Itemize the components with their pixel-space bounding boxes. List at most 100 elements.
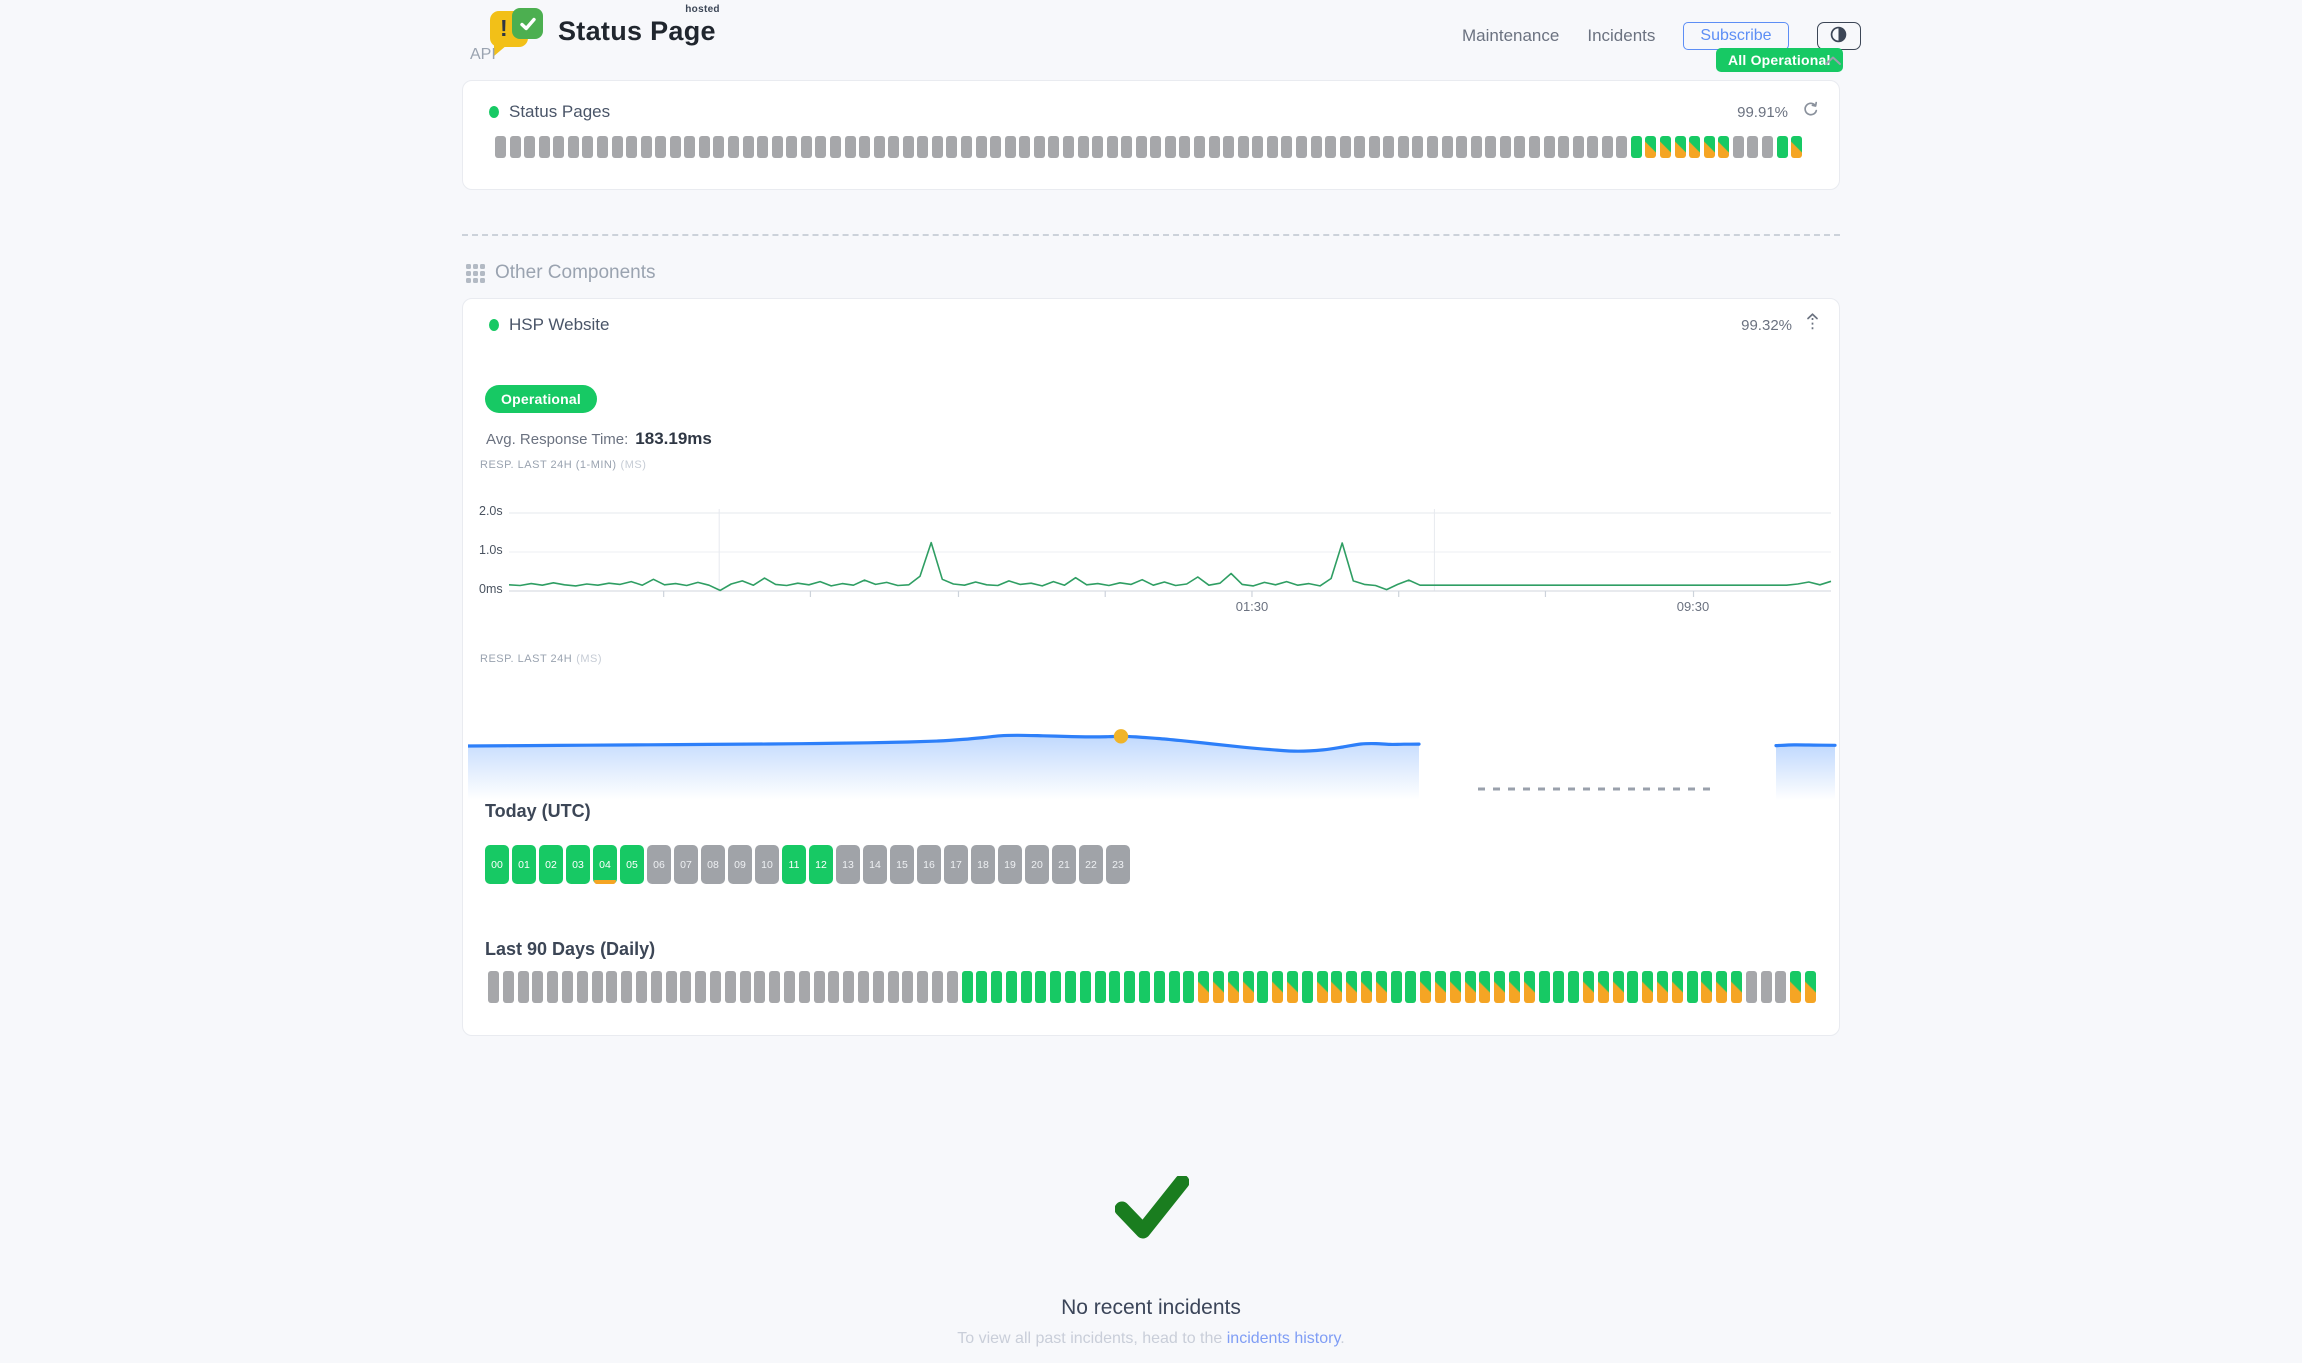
hour-cell[interactable]: 10 (755, 845, 779, 884)
uptime-bar[interactable] (961, 971, 973, 1003)
hour-cell[interactable]: 19 (998, 845, 1022, 884)
uptime-bar[interactable] (1730, 971, 1742, 1003)
uptime-bar[interactable] (1106, 136, 1118, 158)
uptime-bar[interactable] (1716, 971, 1728, 1003)
uptime-bar[interactable] (917, 971, 929, 1003)
uptime-bar[interactable] (1079, 971, 1091, 1003)
hour-cell[interactable]: 08 (701, 845, 725, 884)
uptime-bar[interactable] (975, 136, 987, 158)
uptime-bar[interactable] (1494, 971, 1506, 1003)
uptime-bar[interactable] (1266, 136, 1278, 158)
uptime-bar[interactable] (946, 971, 958, 1003)
uptime-bar[interactable] (655, 136, 667, 158)
uptime-bar[interactable] (1252, 136, 1264, 158)
uptime-bar[interactable] (1597, 971, 1609, 1003)
subscribe-button[interactable]: Subscribe (1683, 22, 1789, 50)
uptime-bar[interactable] (495, 136, 506, 158)
uptime-bar[interactable] (611, 136, 623, 158)
uptime-bar[interactable] (1033, 136, 1045, 158)
uptime-bar[interactable] (684, 136, 696, 158)
uptime-bar[interactable] (1775, 971, 1787, 1003)
uptime-bar[interactable] (713, 136, 725, 158)
uptime-bar[interactable] (567, 136, 579, 158)
uptime-bar[interactable] (1094, 971, 1106, 1003)
uptime-bar[interactable] (1257, 971, 1269, 1003)
uptime-bar[interactable] (1674, 136, 1686, 158)
uptime-bar[interactable] (1420, 971, 1432, 1003)
uptime-bar[interactable] (665, 971, 677, 1003)
uptime-bar[interactable] (553, 136, 565, 158)
uptime-bar[interactable] (1747, 136, 1759, 158)
uptime-bar[interactable] (1281, 136, 1293, 158)
hour-cell[interactable]: 11 (782, 845, 806, 884)
uptime-bar[interactable] (1062, 136, 1074, 158)
uptime-bar[interactable] (1538, 971, 1550, 1003)
uptime-bar[interactable] (1150, 136, 1162, 158)
uptime-bar[interactable] (1223, 136, 1235, 158)
uptime-bar[interactable] (1612, 971, 1624, 1003)
uptime-bar[interactable] (1310, 136, 1322, 158)
uptime-bar[interactable] (517, 971, 529, 1003)
uptime-bar[interactable] (917, 136, 929, 158)
uptime-bar[interactable] (859, 136, 871, 158)
uptime-bar[interactable] (1543, 136, 1555, 158)
hour-cell[interactable]: 16 (917, 845, 941, 884)
uptime-bar[interactable] (1479, 971, 1491, 1003)
uptime-bar[interactable] (857, 971, 869, 1003)
uptime-bar[interactable] (783, 971, 795, 1003)
uptime-bar[interactable] (1237, 136, 1249, 158)
uptime-bar[interactable] (828, 971, 840, 1003)
uptime-bar[interactable] (1339, 136, 1351, 158)
uptime-bar[interactable] (1316, 971, 1328, 1003)
uptime-bar[interactable] (1048, 136, 1060, 158)
uptime-bar[interactable] (1745, 971, 1757, 1003)
nav-maintenance[interactable]: Maintenance (1462, 26, 1560, 45)
uptime-bar[interactable] (1109, 971, 1121, 1003)
uptime-bar[interactable] (946, 136, 958, 158)
uptime-bar[interactable] (931, 136, 943, 158)
uptime-bar[interactable] (1287, 971, 1299, 1003)
uptime-bar[interactable] (1092, 136, 1104, 158)
uptime-bar[interactable] (1470, 136, 1482, 158)
uptime-bar[interactable] (931, 971, 943, 1003)
uptime-bar[interactable] (1354, 136, 1366, 158)
uptime-bar[interactable] (1065, 971, 1077, 1003)
uptime-bar[interactable] (669, 136, 681, 158)
uptime-bar[interactable] (1361, 971, 1373, 1003)
uptime-bar[interactable] (1005, 971, 1017, 1003)
uptime-bar[interactable] (1375, 971, 1387, 1003)
uptime-bar[interactable] (626, 136, 638, 158)
uptime-bar[interactable] (1135, 136, 1147, 158)
uptime-bar[interactable] (1242, 971, 1254, 1003)
uptime-bar[interactable] (1449, 971, 1461, 1003)
uptime-bar[interactable] (1553, 971, 1565, 1003)
uptime-bar[interactable] (502, 971, 514, 1003)
hour-cell[interactable]: 07 (674, 845, 698, 884)
uptime-bar[interactable] (1499, 136, 1511, 158)
hour-cell[interactable]: 00 (485, 845, 509, 884)
uptime-bar[interactable] (829, 136, 841, 158)
uptime-bar[interactable] (873, 136, 885, 158)
uptime-bar[interactable] (1804, 971, 1816, 1003)
uptime-bar[interactable] (757, 136, 769, 158)
uptime-bar[interactable] (1035, 971, 1047, 1003)
uptime-bar[interactable] (1121, 136, 1133, 158)
uptime-bar[interactable] (813, 971, 825, 1003)
hour-cell[interactable]: 15 (890, 845, 914, 884)
uptime-bar[interactable] (990, 136, 1002, 158)
uptime-bar[interactable] (786, 136, 798, 158)
uptime-bar[interactable] (524, 136, 536, 158)
uptime-bar[interactable] (1004, 136, 1016, 158)
uptime-bar[interactable] (1572, 136, 1584, 158)
uptime-bar[interactable] (1587, 136, 1599, 158)
uptime-bar[interactable] (902, 136, 914, 158)
uptime-bar[interactable] (1671, 971, 1683, 1003)
uptime-bar[interactable] (728, 136, 739, 158)
hour-cell[interactable]: 03 (566, 845, 590, 884)
uptime-bar[interactable] (1645, 136, 1657, 158)
uptime-bar[interactable] (1272, 971, 1284, 1003)
uptime-bar[interactable] (872, 971, 884, 1003)
uptime-bar[interactable] (1776, 136, 1788, 158)
uptime-bar[interactable] (1686, 971, 1698, 1003)
uptime-bar[interactable] (582, 136, 594, 158)
